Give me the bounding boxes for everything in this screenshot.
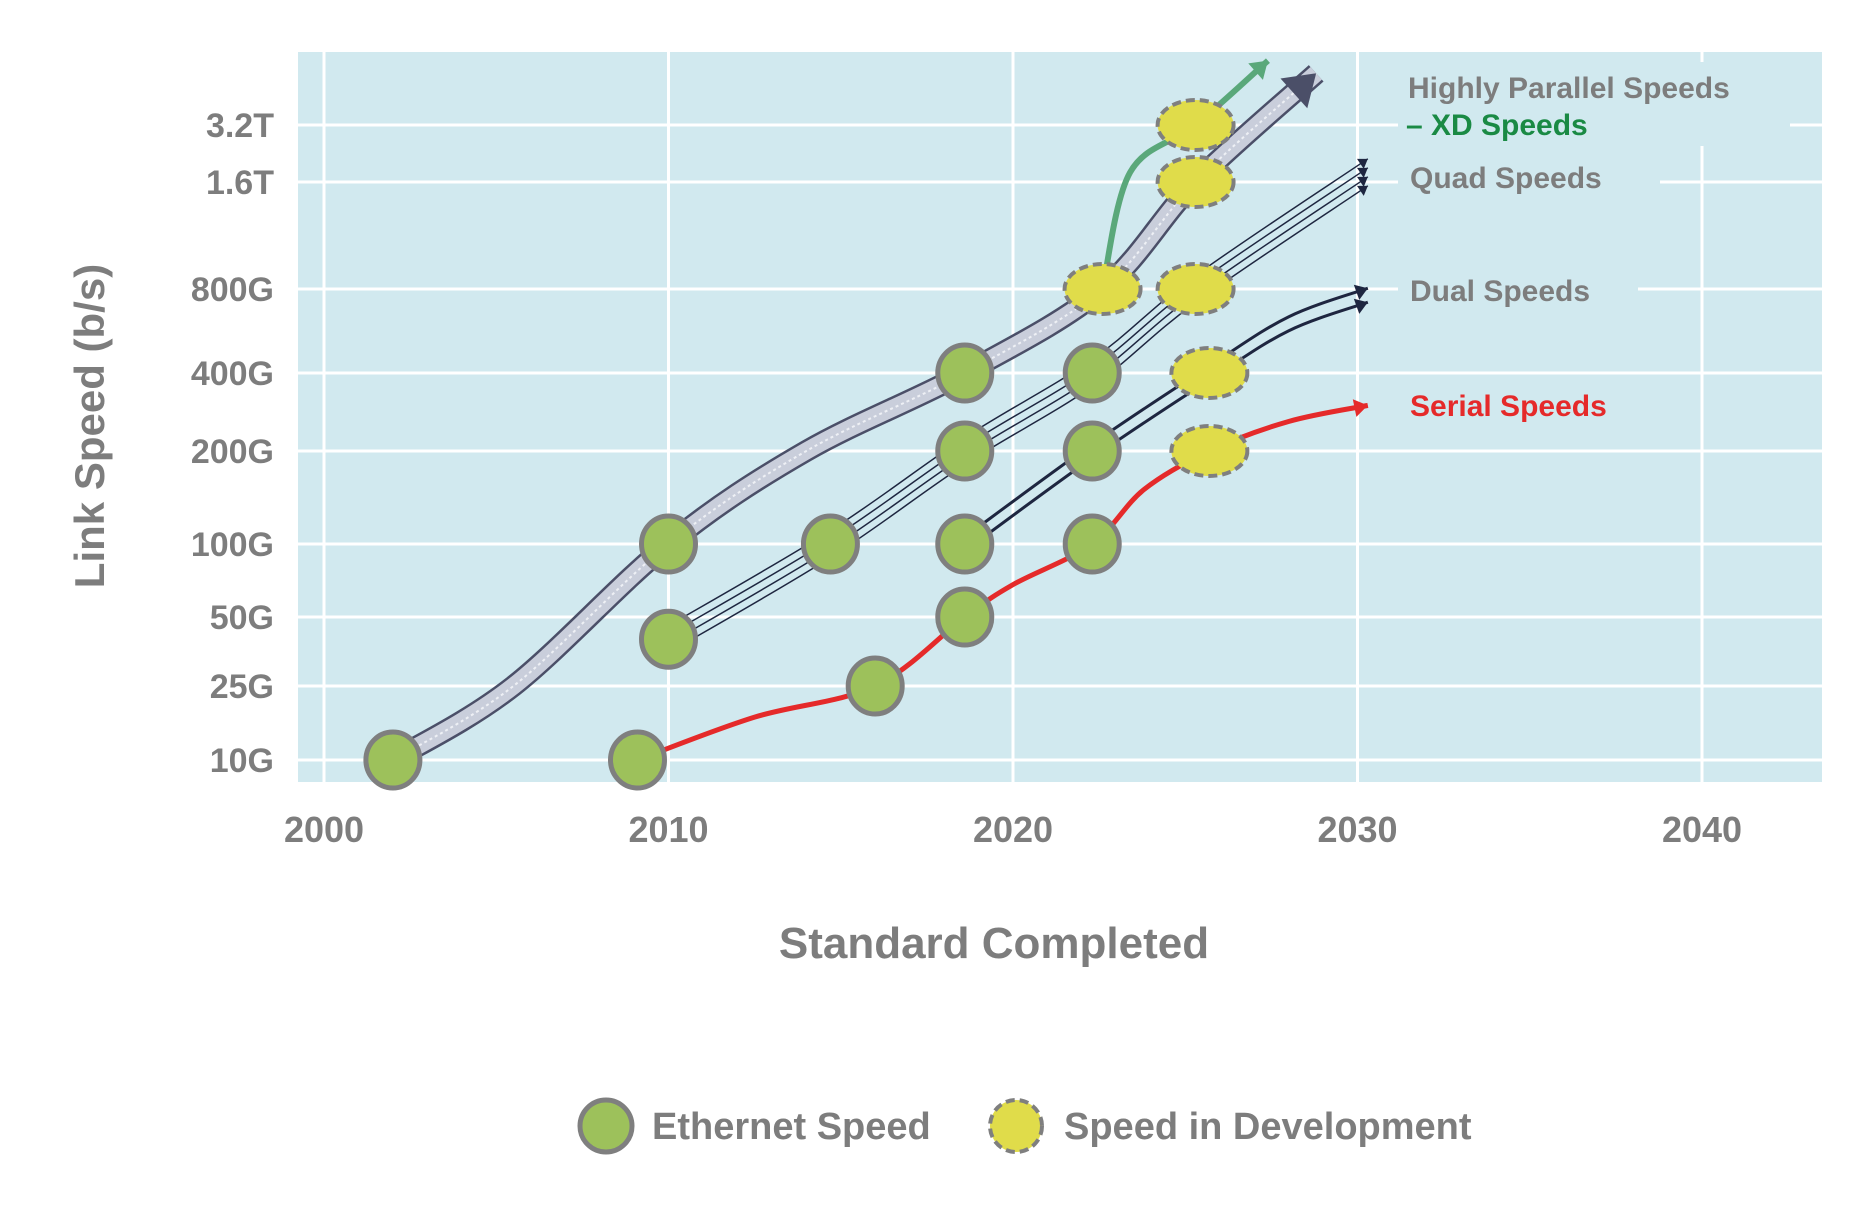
serial-arrowhead	[1352, 399, 1368, 417]
ethernet-speed-marker	[639, 608, 698, 670]
dual-arrowhead	[1353, 284, 1368, 300]
ethernet-speed-marker	[935, 586, 995, 648]
ethernet-speed-marker	[1062, 420, 1122, 482]
series-labels: Highly Parallel Speeds – XD Speeds Quad …	[1398, 62, 1790, 423]
y-tick-label: 200G	[191, 433, 274, 471]
x-tick-label: 2030	[1317, 809, 1397, 850]
dual-arrowhead	[1353, 298, 1368, 314]
legend-development-marker	[988, 1098, 1044, 1154]
y-tick-label: 1.6T	[206, 164, 274, 202]
label-mask-dual	[1398, 268, 1638, 312]
development-speed-marker	[1155, 262, 1236, 316]
quad-arrowhead	[1357, 167, 1368, 178]
x-tick-label: 2000	[284, 809, 364, 850]
y-tick-label: 50G	[210, 599, 274, 637]
y-tick-label: 25G	[210, 668, 274, 706]
legend-ethernet-label: Ethernet Speed	[652, 1106, 931, 1148]
ethernet-speed-marker	[1062, 342, 1122, 404]
quad-line	[668, 176, 1369, 645]
ethernet-speed-marker	[607, 729, 667, 791]
y-tick-label: 400G	[191, 355, 274, 393]
label-quad: Quad Speeds	[1410, 162, 1602, 195]
ethernet-speed-marker	[845, 655, 905, 717]
x-axis-title: Standard Completed	[779, 919, 1209, 968]
ethernet-speed-marker	[1062, 513, 1122, 575]
label-mask-quad	[1398, 160, 1660, 204]
data-markers	[363, 98, 1250, 791]
ethernet-speed-marker	[800, 513, 860, 575]
grid	[298, 52, 1822, 782]
xd-line	[1099, 58, 1270, 290]
development-speed-marker	[1062, 262, 1143, 316]
parallel-band-stripe	[392, 72, 1317, 761]
x-tick-label: 2010	[628, 809, 708, 850]
ethernet-speed-marker	[935, 420, 995, 482]
quad-arrowhead	[1357, 185, 1368, 196]
ethernet-speed-marker	[935, 513, 995, 575]
x-tick-label: 2040	[1662, 809, 1742, 850]
label-serial: Serial Speeds	[1410, 390, 1607, 423]
label-dual: Dual Speeds	[1410, 275, 1590, 308]
legend-ethernet-marker	[577, 1097, 635, 1155]
y-tick-label: 100G	[191, 526, 274, 564]
label-highly-parallel: Highly Parallel Speeds	[1408, 72, 1730, 105]
parallel-arrowhead	[1280, 73, 1317, 109]
legend: Ethernet Speed Speed in Development	[577, 1097, 1472, 1155]
y-axis-title: Link Speed (b/s)	[66, 264, 113, 588]
development-speed-marker	[1155, 98, 1236, 152]
y-tick-label: 3.2T	[206, 107, 274, 145]
ethernet-speed-marker	[935, 342, 995, 404]
x-tick-label: 2020	[973, 809, 1053, 850]
development-speed-marker	[1169, 424, 1250, 478]
tick-labels: 2000 2010 2020 2030 2040 10G 25G 50G 100G 200G 400…	[191, 107, 1742, 850]
y-tick-label: 800G	[191, 271, 274, 309]
quad-arrowhead	[1357, 176, 1368, 187]
y-tick-label: 10G	[210, 742, 274, 780]
quad-arrowhead	[1357, 158, 1368, 169]
label-xd-speeds: – XD Speeds	[1406, 109, 1588, 142]
legend-development-label: Speed in Development	[1064, 1106, 1472, 1148]
label-mask-parallel	[1398, 62, 1790, 146]
development-speed-marker	[1169, 346, 1250, 400]
ethernet-speed-marker	[363, 729, 423, 791]
xd-arrowhead	[1248, 60, 1268, 80]
development-speed-marker	[1155, 155, 1236, 209]
ethernet-speed-marker	[639, 513, 698, 575]
